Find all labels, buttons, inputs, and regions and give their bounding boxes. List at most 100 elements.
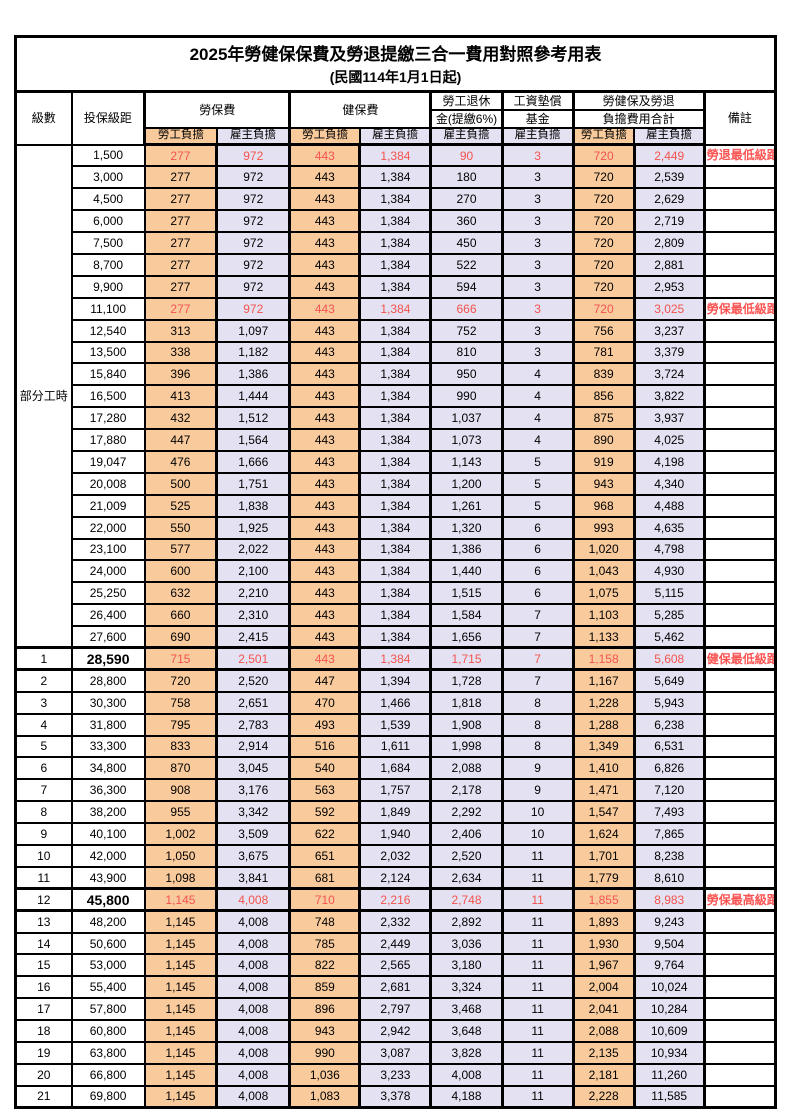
table-row: 9 40,100 1,002 3,509 622 1,940 2,406 10 1,624 7,8… — [14, 822, 777, 846]
table-row: 17,880 447 1,564 443 1,384 1,073 4 890 4,025 — [16, 428, 777, 452]
cell-labor-employer: 4,008 — [215, 1019, 291, 1044]
cell-wage-fund-employer: 11 — [500, 997, 575, 1022]
header-wage-fund-line2: 基金 — [500, 108, 575, 129]
cell-insured-bracket: 57,800 — [70, 997, 146, 1022]
cell-health-employer: 2,216 — [358, 887, 432, 913]
cell-labor-employer: 3,176 — [215, 778, 291, 803]
cell-health-employee: 443 — [288, 252, 361, 277]
cell-total-employee: 993 — [571, 515, 636, 540]
cell-pension-employer: 1,386 — [429, 537, 504, 562]
cell-labor-employee: 870 — [143, 756, 218, 781]
header-pension-line2: 金(提繳6%) — [429, 108, 504, 129]
cell-insured-bracket: 25,250 — [70, 581, 146, 606]
cell-total-employee: 1,967 — [571, 953, 636, 978]
cell-level: 21 — [14, 1084, 73, 1109]
table-row: 20,008 500 1,751 443 1,384 1,200 5 943 4,340 — [16, 471, 777, 496]
cell-health-employee: 443 — [288, 340, 361, 365]
cell-total-employee: 720 — [571, 165, 636, 190]
table-row: 19 63,800 1,145 4,008 990 3,087 3,828 11 2,135 10… — [14, 1041, 777, 1065]
cell-wage-fund-employer: 7 — [500, 603, 575, 628]
cell-total-employee: 2,088 — [571, 1019, 636, 1044]
cell-note — [702, 822, 777, 846]
cell-total-employee: 2,135 — [571, 1041, 636, 1065]
cell-total-employee: 1,349 — [571, 734, 636, 759]
cell-labor-employee: 690 — [143, 625, 218, 649]
cell-insured-bracket: 53,000 — [70, 953, 146, 978]
cell-total-employer: 5,943 — [632, 690, 706, 715]
cell-labor-employer: 1,564 — [215, 428, 291, 452]
cell-health-employer: 1,849 — [358, 800, 432, 825]
cell-total-employee: 1,103 — [571, 603, 636, 628]
cell-labor-employer: 1,097 — [215, 318, 291, 343]
level-group-part-time: 部分工時 — [14, 143, 73, 649]
cell-labor-employee: 600 — [143, 559, 218, 584]
cell-total-employer: 8,610 — [632, 865, 706, 890]
cell-health-employer: 1,384 — [358, 209, 432, 234]
cell-level: 1 — [14, 646, 73, 672]
cell-insured-bracket: 28,590 — [70, 646, 146, 672]
cell-labor-employee: 447 — [143, 428, 218, 452]
cell-note — [702, 668, 777, 693]
cell-total-employer: 11,585 — [632, 1084, 706, 1109]
cell-labor-employer: 4,008 — [215, 887, 291, 913]
table-row: 4,500 277 972 443 1,384 270 3 720 2,629 — [16, 187, 777, 212]
cell-wage-fund-employer: 3 — [500, 274, 575, 299]
table-row: 14 50,600 1,145 4,008 785 2,449 3,036 11 1,930 9,… — [14, 931, 777, 956]
cell-insured-bracket: 7,500 — [70, 231, 146, 255]
cell-note — [702, 231, 777, 255]
table-row: 17 57,800 1,145 4,008 896 2,797 3,468 11 2,041 10… — [14, 997, 777, 1022]
cell-wage-fund-employer: 3 — [500, 165, 575, 190]
cell-health-employee: 443 — [288, 384, 361, 409]
cell-labor-employee: 277 — [143, 209, 218, 234]
cell-wage-fund-employer: 3 — [500, 187, 575, 212]
cell-insured-bracket: 9,900 — [70, 274, 146, 299]
cell-pension-employer: 1,656 — [429, 625, 504, 649]
cell-labor-employer: 3,342 — [215, 800, 291, 825]
cell-wage-fund-employer: 4 — [500, 362, 575, 387]
table-row: 12,540 313 1,097 443 1,384 752 3 756 3,237 — [16, 318, 777, 343]
cell-note — [702, 362, 777, 387]
table-row: 部分工時 1,500 277 972 443 1,384 90 3 720 2,449 勞退最低級距 — [14, 143, 777, 649]
cell-health-employee: 681 — [288, 865, 361, 890]
cell-labor-employee: 577 — [143, 537, 218, 562]
cell-insured-bracket: 26,400 — [70, 603, 146, 628]
cell-labor-employer: 4,008 — [215, 1041, 291, 1065]
cell-labor-employee: 1,145 — [143, 1041, 218, 1065]
header-bracket: 投保級距 — [70, 90, 146, 146]
table-row: 12 45,800 1,145 4,008 710 2,216 2,748 11 1,855 8,… — [14, 887, 777, 913]
cell-wage-fund-employer: 4 — [500, 428, 575, 452]
cell-note — [702, 428, 777, 452]
table-row: 17,280 432 1,512 443 1,384 1,037 4 875 3,937 — [16, 406, 777, 431]
cell-note — [702, 1062, 777, 1087]
cell-total-employer: 10,284 — [632, 997, 706, 1022]
cell-insured-bracket: 15,840 — [70, 362, 146, 387]
cell-total-employee: 890 — [571, 428, 636, 452]
cell-labor-employee: 1,145 — [143, 1019, 218, 1044]
table-row: 7,500 277 972 443 1,384 450 3 720 2,809 — [16, 231, 777, 255]
cell-pension-employer: 1,073 — [429, 428, 504, 452]
cell-pension-employer: 810 — [429, 340, 504, 365]
cell-insured-bracket: 13,500 — [70, 340, 146, 365]
cell-total-employee: 2,181 — [571, 1062, 636, 1087]
table-row: 8 38,200 955 3,342 592 1,849 2,292 10 1,547 7,493 — [14, 800, 777, 825]
cell-pension-employer: 3,648 — [429, 1019, 504, 1044]
cell-total-employee: 1,133 — [571, 625, 636, 649]
cell-pension-employer: 1,998 — [429, 734, 504, 759]
cell-pension-employer: 2,292 — [429, 800, 504, 825]
cell-note — [702, 865, 777, 890]
cell-level: 19 — [14, 1041, 73, 1065]
cell-labor-employer: 3,841 — [215, 865, 291, 890]
cell-note — [702, 252, 777, 277]
cell-wage-fund-employer: 11 — [500, 909, 575, 934]
cell-insured-bracket: 40,100 — [70, 822, 146, 846]
cell-note — [702, 931, 777, 956]
cell-note — [702, 581, 777, 606]
cell-pension-employer: 1,320 — [429, 515, 504, 540]
cell-insured-bracket: 50,600 — [70, 931, 146, 956]
cell-labor-employee: 720 — [143, 668, 218, 693]
table-row: 3 30,300 758 2,651 470 1,466 1,818 8 1,228 5,943 — [14, 690, 777, 715]
cell-total-employee: 1,167 — [571, 668, 636, 693]
cell-labor-employer: 1,386 — [215, 362, 291, 387]
cell-health-employee: 943 — [288, 1019, 361, 1044]
